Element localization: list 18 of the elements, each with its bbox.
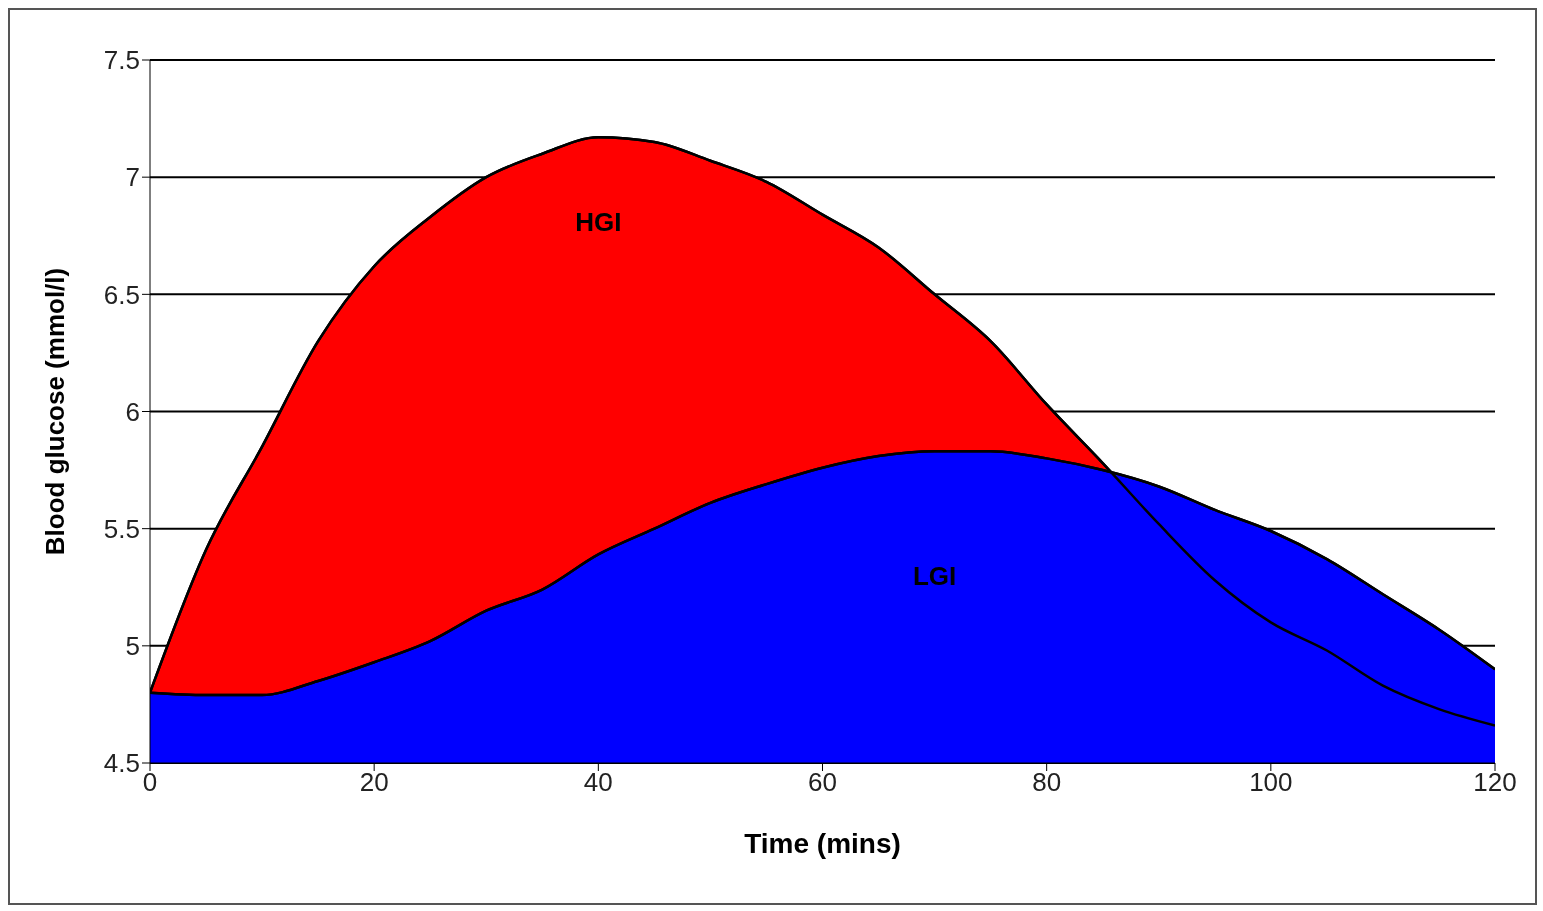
y-tick-label: 5.5 <box>103 513 140 544</box>
x-tick-label: 100 <box>1249 767 1293 798</box>
y-tick-label: 5 <box>125 631 140 662</box>
series-label: HGI <box>575 206 622 237</box>
x-tick-label: 80 <box>1032 767 1062 798</box>
y-axis-title: Blood glucose (mmol/l) <box>40 267 71 556</box>
x-tick-label: 40 <box>583 767 613 798</box>
series-label: LGI <box>912 560 957 591</box>
x-tick-label: 120 <box>1473 767 1517 798</box>
y-tick-label: 4.5 <box>103 748 140 779</box>
x-tick-label: 20 <box>359 767 389 798</box>
x-axis-title: Time (mins) <box>744 828 901 859</box>
y-tick-label: 7.5 <box>103 45 140 76</box>
y-tick-label: 7 <box>125 162 140 193</box>
x-tick-label: 0 <box>142 767 158 798</box>
y-tick-label: 6.5 <box>103 279 140 310</box>
x-tick-label: 60 <box>808 767 837 798</box>
y-tick-label: 6 <box>125 396 140 427</box>
